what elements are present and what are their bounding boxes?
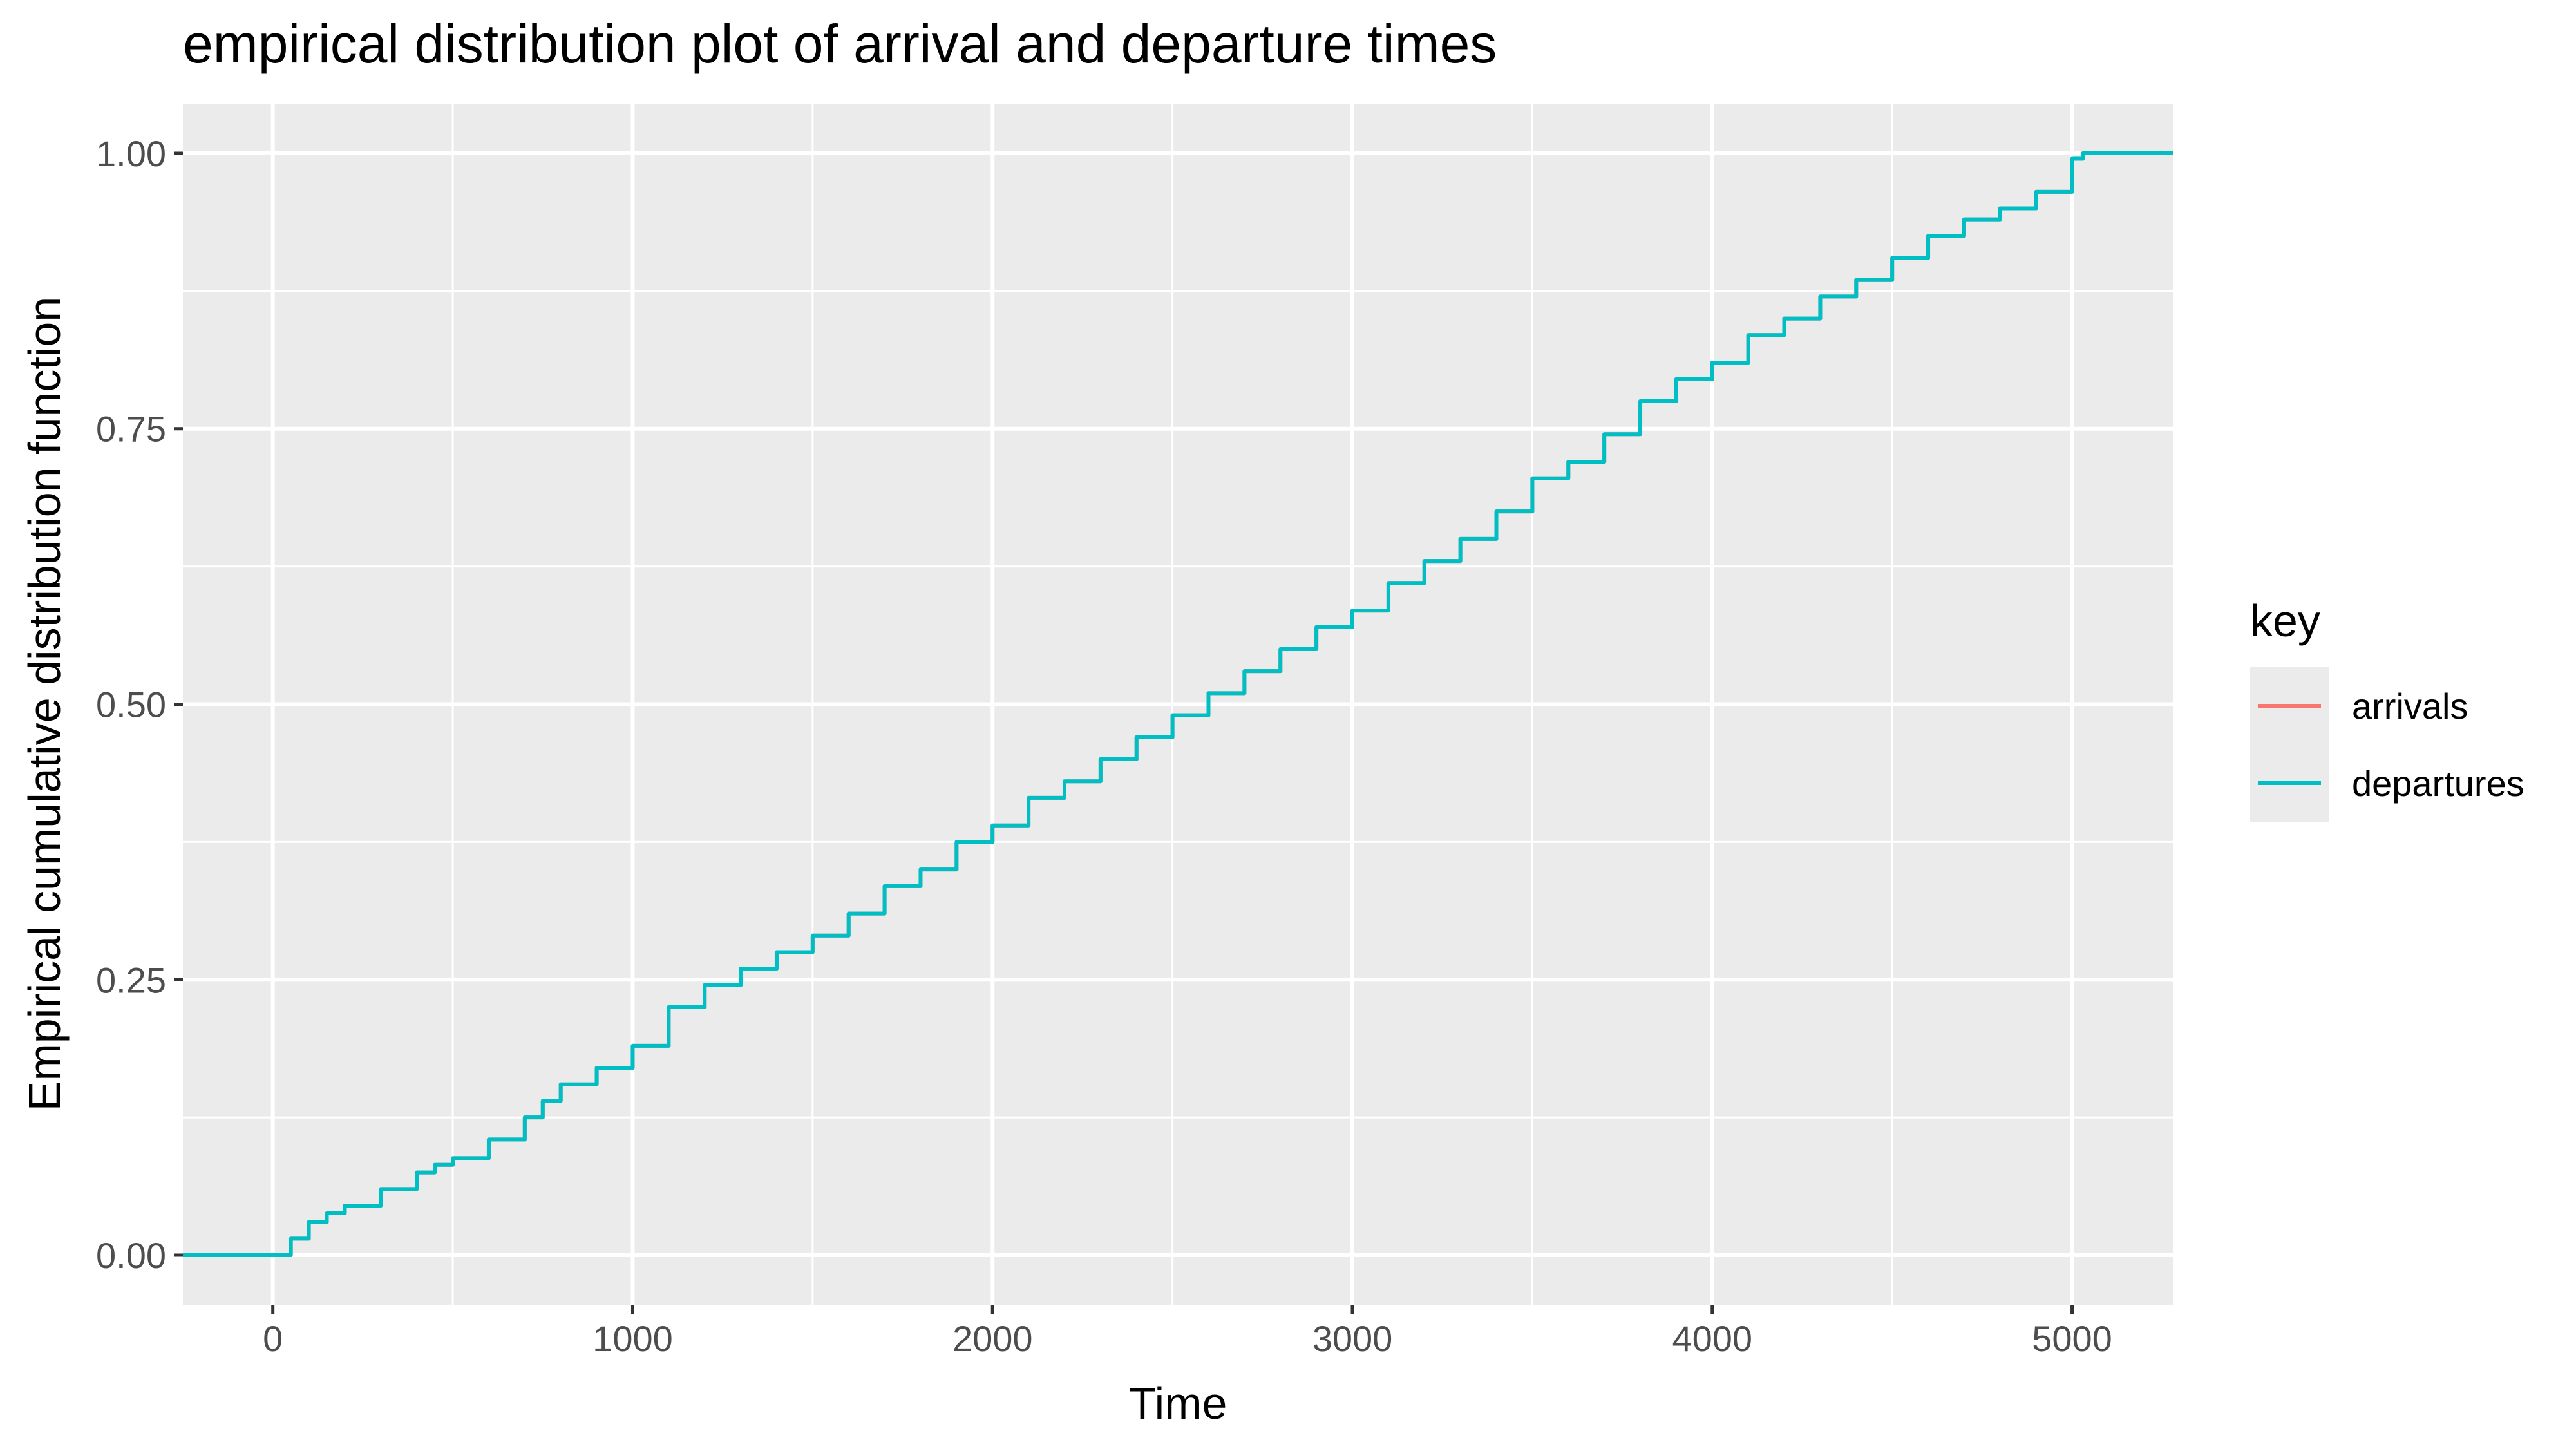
y-tick-label: 0.50 [96, 685, 166, 725]
x-tick-label: 0 [263, 1318, 283, 1359]
y-tick-label: 0.00 [96, 1235, 166, 1276]
y-tick-label: 0.75 [96, 409, 166, 450]
x-tick-label: 3000 [1312, 1318, 1393, 1359]
x-axis-label: Time [1129, 1378, 1227, 1428]
legend: key arrivals departures [2250, 596, 2524, 822]
x-tick-label: 1000 [592, 1318, 673, 1359]
major-gridlines [183, 104, 2173, 1305]
x-tick-label: 2000 [952, 1318, 1033, 1359]
x-tick-label: 5000 [2032, 1318, 2112, 1359]
y-tick-label: 1.00 [96, 133, 166, 174]
y-tick-label: 0.25 [96, 960, 166, 1000]
y-axis-label: Empirical cumulative distribution functi… [19, 297, 70, 1111]
series-layer [183, 151, 2173, 1257]
legend-title: key [2250, 596, 2320, 646]
minor-gridlines [183, 104, 2173, 1305]
x-axis: 0 1000 2000 3000 4000 5000 [263, 1305, 2112, 1359]
y-axis: 0.00 0.25 0.50 0.75 1.00 [96, 133, 183, 1276]
legend-label-departures: departures [2352, 763, 2524, 804]
legend-label-arrivals: arrivals [2352, 686, 2468, 726]
chart-title: empirical distribution plot of arrival a… [183, 14, 1497, 74]
series-line-departures [183, 151, 2173, 1257]
x-tick-label: 4000 [1672, 1318, 1752, 1359]
